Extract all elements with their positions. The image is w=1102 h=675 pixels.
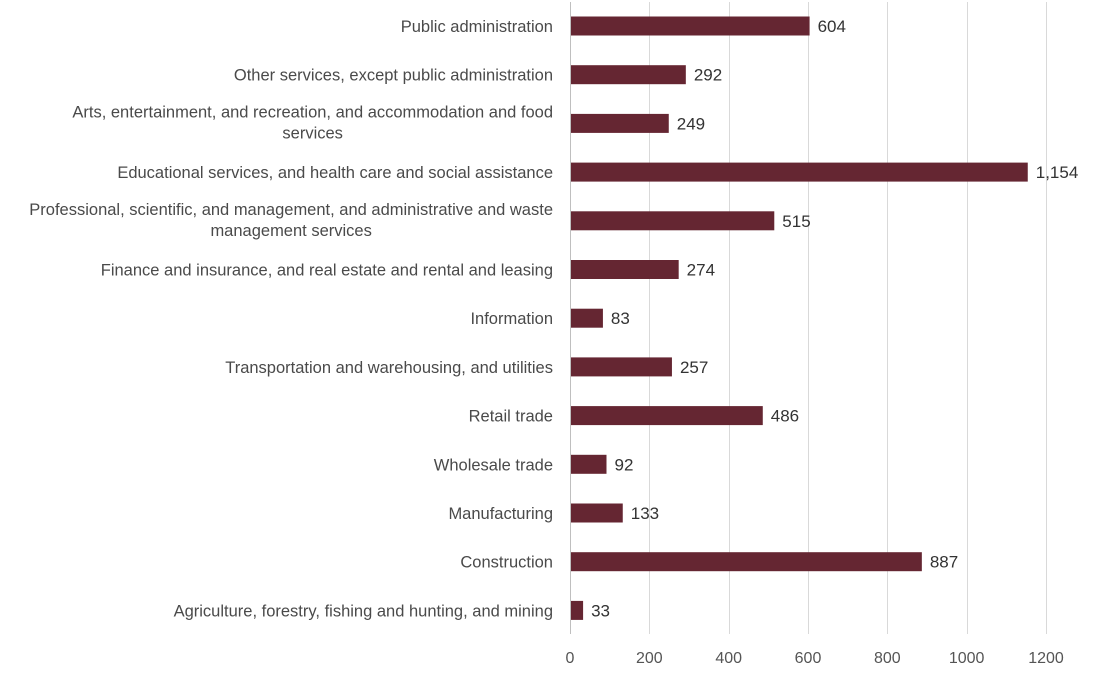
category-label-line: Professional, scientific, and management… — [29, 201, 553, 219]
bar — [571, 454, 607, 474]
bar — [571, 357, 672, 377]
category-label: Professional, scientific, and management… — [29, 201, 553, 240]
bar — [571, 113, 669, 133]
data-label: 486 — [771, 407, 799, 426]
bar — [571, 600, 584, 620]
bar — [571, 552, 922, 572]
data-label: 1,154 — [1036, 163, 1079, 182]
x-tick-label: 1000 — [949, 650, 985, 667]
category-labels: Public administration Other services, exc… — [29, 18, 553, 620]
category-label: Wholesale trade — [434, 456, 553, 474]
x-tick-label: 600 — [795, 650, 822, 667]
bar — [571, 16, 810, 36]
bar — [571, 308, 603, 328]
data-label: 83 — [611, 309, 630, 328]
data-label: 887 — [930, 553, 958, 572]
data-label: 33 — [591, 601, 610, 620]
x-axis-tick-labels: 0 200 400 600 800 1000 1200 — [566, 650, 1064, 667]
category-label: Information — [470, 310, 553, 328]
data-label: 257 — [680, 358, 708, 377]
category-label: Transportation and warehousing, and util… — [225, 359, 553, 377]
x-tick-label: 1200 — [1028, 650, 1064, 667]
category-label-line: Arts, entertainment, and recreation, and… — [72, 103, 553, 121]
category-label: Construction — [460, 554, 553, 572]
x-tick-label: 200 — [636, 650, 663, 667]
bar — [571, 162, 1028, 182]
bar — [571, 211, 775, 231]
category-label: Public administration — [401, 18, 553, 36]
bar — [571, 406, 763, 426]
bar — [571, 260, 679, 279]
category-label: Retail trade — [469, 408, 553, 426]
x-tick-label: 0 — [566, 650, 575, 667]
bar — [571, 503, 623, 523]
data-label: 274 — [687, 261, 715, 280]
gridlines — [570, 2, 1047, 634]
category-label: Other services, except public administra… — [234, 67, 553, 85]
category-label: Agriculture, forestry, fishing and hunti… — [174, 602, 553, 620]
bar — [571, 65, 686, 85]
category-label: Finance and insurance, and real estate a… — [101, 262, 553, 280]
data-label: 92 — [614, 455, 633, 474]
category-label: Arts, entertainment, and recreation, and… — [72, 103, 553, 142]
x-tick-label: 400 — [715, 650, 742, 667]
bars — [571, 16, 1028, 620]
data-label: 604 — [818, 17, 846, 36]
value-labels: 604 292 249 1,154 515 274 83 257 486 92 133 887 33 — [591, 17, 1078, 620]
category-label-line: management services — [210, 222, 371, 240]
x-tick-label: 800 — [874, 650, 901, 667]
category-label: Manufacturing — [448, 505, 553, 523]
data-label: 515 — [782, 212, 810, 231]
data-label: 249 — [677, 114, 705, 133]
category-label-line: services — [282, 124, 343, 142]
category-label: Educational services, and health care an… — [117, 164, 553, 182]
data-label: 292 — [694, 66, 722, 85]
data-label: 133 — [631, 504, 659, 523]
